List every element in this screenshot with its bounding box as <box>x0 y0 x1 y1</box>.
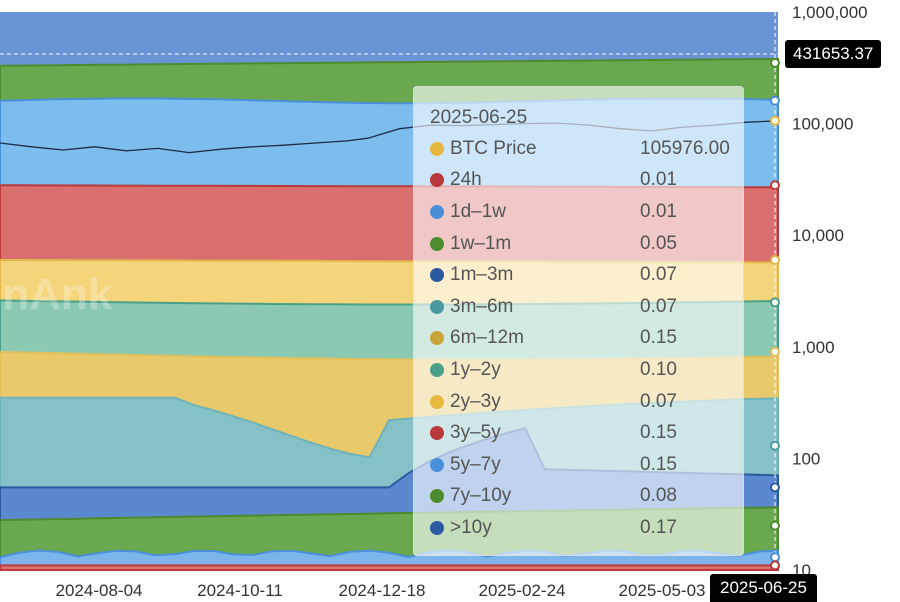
series-dot-icon <box>430 362 444 377</box>
crosshair-marker <box>770 440 780 451</box>
crosshair-x-label: 2025-06-25 <box>710 574 817 602</box>
crosshair-marker <box>770 57 780 68</box>
tooltip-row: 1y–2y 0.10 <box>430 354 743 386</box>
x-tick-label: 2025-02-24 <box>479 581 566 600</box>
series-dot-icon <box>430 299 444 314</box>
tooltip-series-name: 1w–1m <box>450 232 512 254</box>
tooltip-series-value: 0.01 <box>640 169 677 191</box>
series-dot-icon <box>430 204 444 219</box>
x-tick-label: 2025-05-03 <box>619 581 706 600</box>
tooltip-series-name: BTC Price <box>450 137 537 159</box>
tooltip-row: 1m–3m 0.07 <box>430 259 743 291</box>
tooltip-series-value: 105976.00 <box>640 137 730 159</box>
tooltip-series-name: 5y–7y <box>450 453 501 475</box>
crosshair-y-label: 431653.37 <box>785 40 882 68</box>
y-tick-label: 10,000 <box>792 226 844 245</box>
tooltip-series-value: 0.15 <box>640 327 677 349</box>
tooltip-row: 24h 0.01 <box>430 165 743 197</box>
tooltip-series-name: 3y–5y <box>450 422 501 444</box>
crosshair-marker <box>770 180 780 191</box>
tooltip-rows: BTC Price 105976.00 24h 0.01 1d–1w 0.01 1w–1m 0… <box>430 133 743 544</box>
tooltip-series-name: 7y–10y <box>450 485 512 507</box>
tooltip-series-name: 2y–3y <box>450 390 501 412</box>
crosshair-marker <box>770 297 780 308</box>
tooltip-row: >10y 0.17 <box>430 512 743 544</box>
crosshair-marker <box>770 346 780 357</box>
tooltip-row: 3y–5y 0.15 <box>430 417 743 449</box>
crosshair-marker <box>770 482 780 493</box>
series-dot-icon <box>430 268 444 283</box>
crosshair-marker <box>770 115 780 126</box>
tooltip-series-name: 6m–12m <box>450 327 524 349</box>
tooltip-series-value: 0.07 <box>640 295 677 317</box>
crosshair-marker <box>770 95 780 106</box>
tooltip: 2025-06-25 BTC Price 105976.00 24h 0.01 1d–1… <box>413 86 744 556</box>
y-tick-label: 1,000 <box>792 338 835 357</box>
crosshair-markers <box>770 57 780 571</box>
watermark: inAnk <box>0 270 113 319</box>
tooltip-series-name: 1m–3m <box>450 264 514 286</box>
tooltip-row: 1w–1m 0.05 <box>430 228 743 260</box>
tooltip-series-value: 0.07 <box>640 264 677 286</box>
x-axis: 2024-05-282024-08-042024-10-112024-12-18… <box>56 581 706 600</box>
tooltip-series-value: 0.07 <box>640 390 677 412</box>
series-dot-icon <box>430 173 444 188</box>
tooltip-row: 1d–1w 0.01 <box>430 196 743 228</box>
tooltip-row: 6m–12m 0.15 <box>430 323 743 355</box>
crosshair-marker <box>770 255 780 265</box>
series-dot-icon <box>430 331 444 346</box>
tooltip-row: 5y–7y 0.15 <box>430 449 743 481</box>
tooltip-series-name: 3m–6m <box>450 295 514 317</box>
tooltip-series-value: 0.15 <box>640 422 677 444</box>
tooltip-series-name: 24h <box>450 169 482 191</box>
series-dot-icon <box>430 394 444 409</box>
tooltip-series-value: 0.08 <box>640 485 677 507</box>
series-dot-icon <box>430 489 444 504</box>
tooltip-series-name: 1d–1w <box>450 200 506 222</box>
tooltip-series-value: 0.01 <box>640 200 677 222</box>
tooltip-series-name: 1y–2y <box>450 358 501 380</box>
crosshair-marker <box>770 560 780 571</box>
crosshair-marker <box>770 552 780 563</box>
crosshair-marker <box>770 520 780 531</box>
tooltip-series-value: 0.10 <box>640 358 677 380</box>
tooltip-row: 3m–6m 0.07 <box>430 291 743 323</box>
series-dot-icon <box>430 141 444 156</box>
tooltip-date: 2025-06-25 <box>430 107 528 128</box>
x-tick-label: 2024-10-11 <box>197 581 283 600</box>
series-dot-icon <box>430 426 444 441</box>
tooltip-row: 7y–10y 0.08 <box>430 481 743 513</box>
y-tick-label: 100 <box>792 449 820 468</box>
tooltip-row: BTC Price 105976.00 <box>430 133 743 165</box>
x-tick-label: 2024-08-04 <box>56 581 143 600</box>
series-dot-icon <box>430 520 444 535</box>
tooltip-series-name: >10y <box>450 516 492 538</box>
x-tick-label: 2024-12-18 <box>339 581 426 600</box>
tooltip-series-value: 0.05 <box>640 232 677 254</box>
band-3y–5y <box>0 564 779 571</box>
y-tick-label: 1,000,000 <box>792 3 868 22</box>
tooltip-series-value: 0.17 <box>640 516 677 538</box>
tooltip-row: 2y–3y 0.07 <box>430 386 743 418</box>
series-dot-icon <box>430 236 444 251</box>
series-dot-icon <box>430 457 444 472</box>
y-tick-label: 100,000 <box>792 115 853 134</box>
tooltip-series-value: 0.15 <box>640 453 677 475</box>
